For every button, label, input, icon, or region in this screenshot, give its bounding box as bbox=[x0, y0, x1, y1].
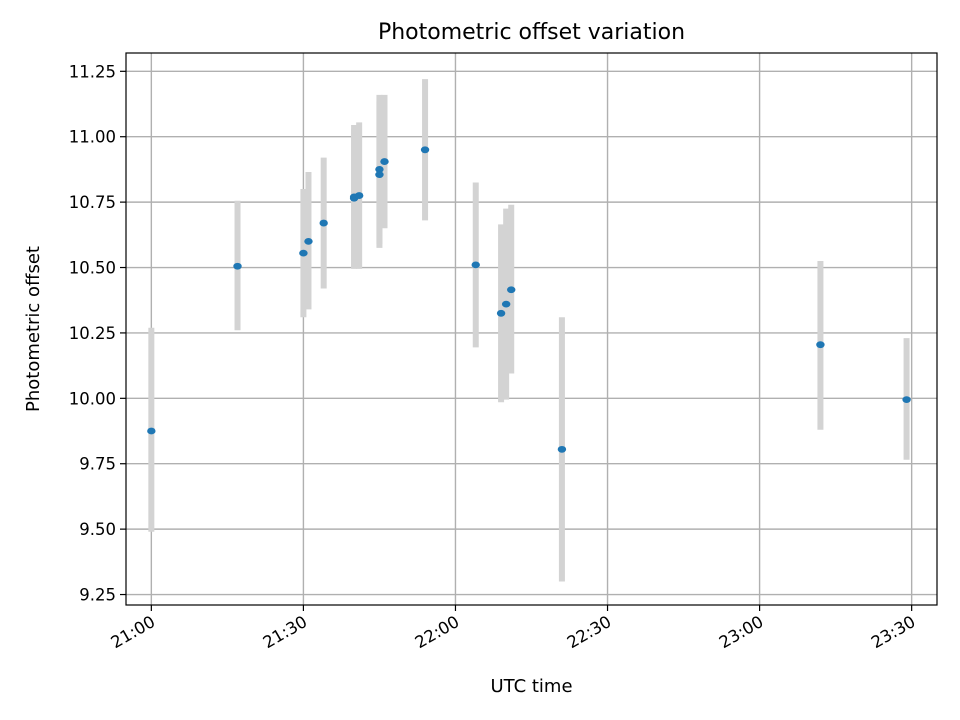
data-point bbox=[233, 262, 242, 270]
data-point bbox=[375, 166, 384, 173]
y-tick-label: 11.00 bbox=[69, 128, 116, 147]
data-point bbox=[319, 219, 328, 227]
y-tick-label: 10.25 bbox=[69, 324, 116, 343]
y-tick-label: 9.25 bbox=[79, 586, 116, 605]
data-point bbox=[496, 309, 506, 317]
y-tick-label: 11.25 bbox=[69, 62, 116, 81]
data-point bbox=[380, 158, 389, 165]
data-point bbox=[501, 300, 511, 308]
y-tick-label: 10.50 bbox=[69, 259, 116, 278]
data-point bbox=[902, 396, 911, 404]
point-layer bbox=[147, 146, 911, 453]
y-tick-label: 10.00 bbox=[69, 389, 116, 408]
x-axis-label: UTC time bbox=[490, 676, 572, 697]
plot-frame bbox=[125, 52, 938, 606]
y-axis-label: Photometric offset bbox=[23, 246, 44, 412]
data-point bbox=[816, 341, 825, 349]
data-point bbox=[420, 146, 430, 154]
data-point bbox=[507, 286, 516, 294]
data-point bbox=[471, 261, 480, 269]
grid-layer bbox=[126, 53, 937, 605]
y-tick-label: 9.75 bbox=[79, 455, 116, 474]
y-tick-label: 9.50 bbox=[79, 520, 116, 539]
data-point bbox=[147, 427, 156, 435]
data-point bbox=[375, 171, 384, 179]
chart-title: Photometric offset variation bbox=[378, 20, 685, 45]
y-tick-label: 10.75 bbox=[69, 193, 116, 212]
data-point bbox=[354, 192, 364, 199]
data-point bbox=[557, 445, 567, 453]
data-point bbox=[304, 237, 313, 245]
data-point bbox=[299, 249, 308, 257]
